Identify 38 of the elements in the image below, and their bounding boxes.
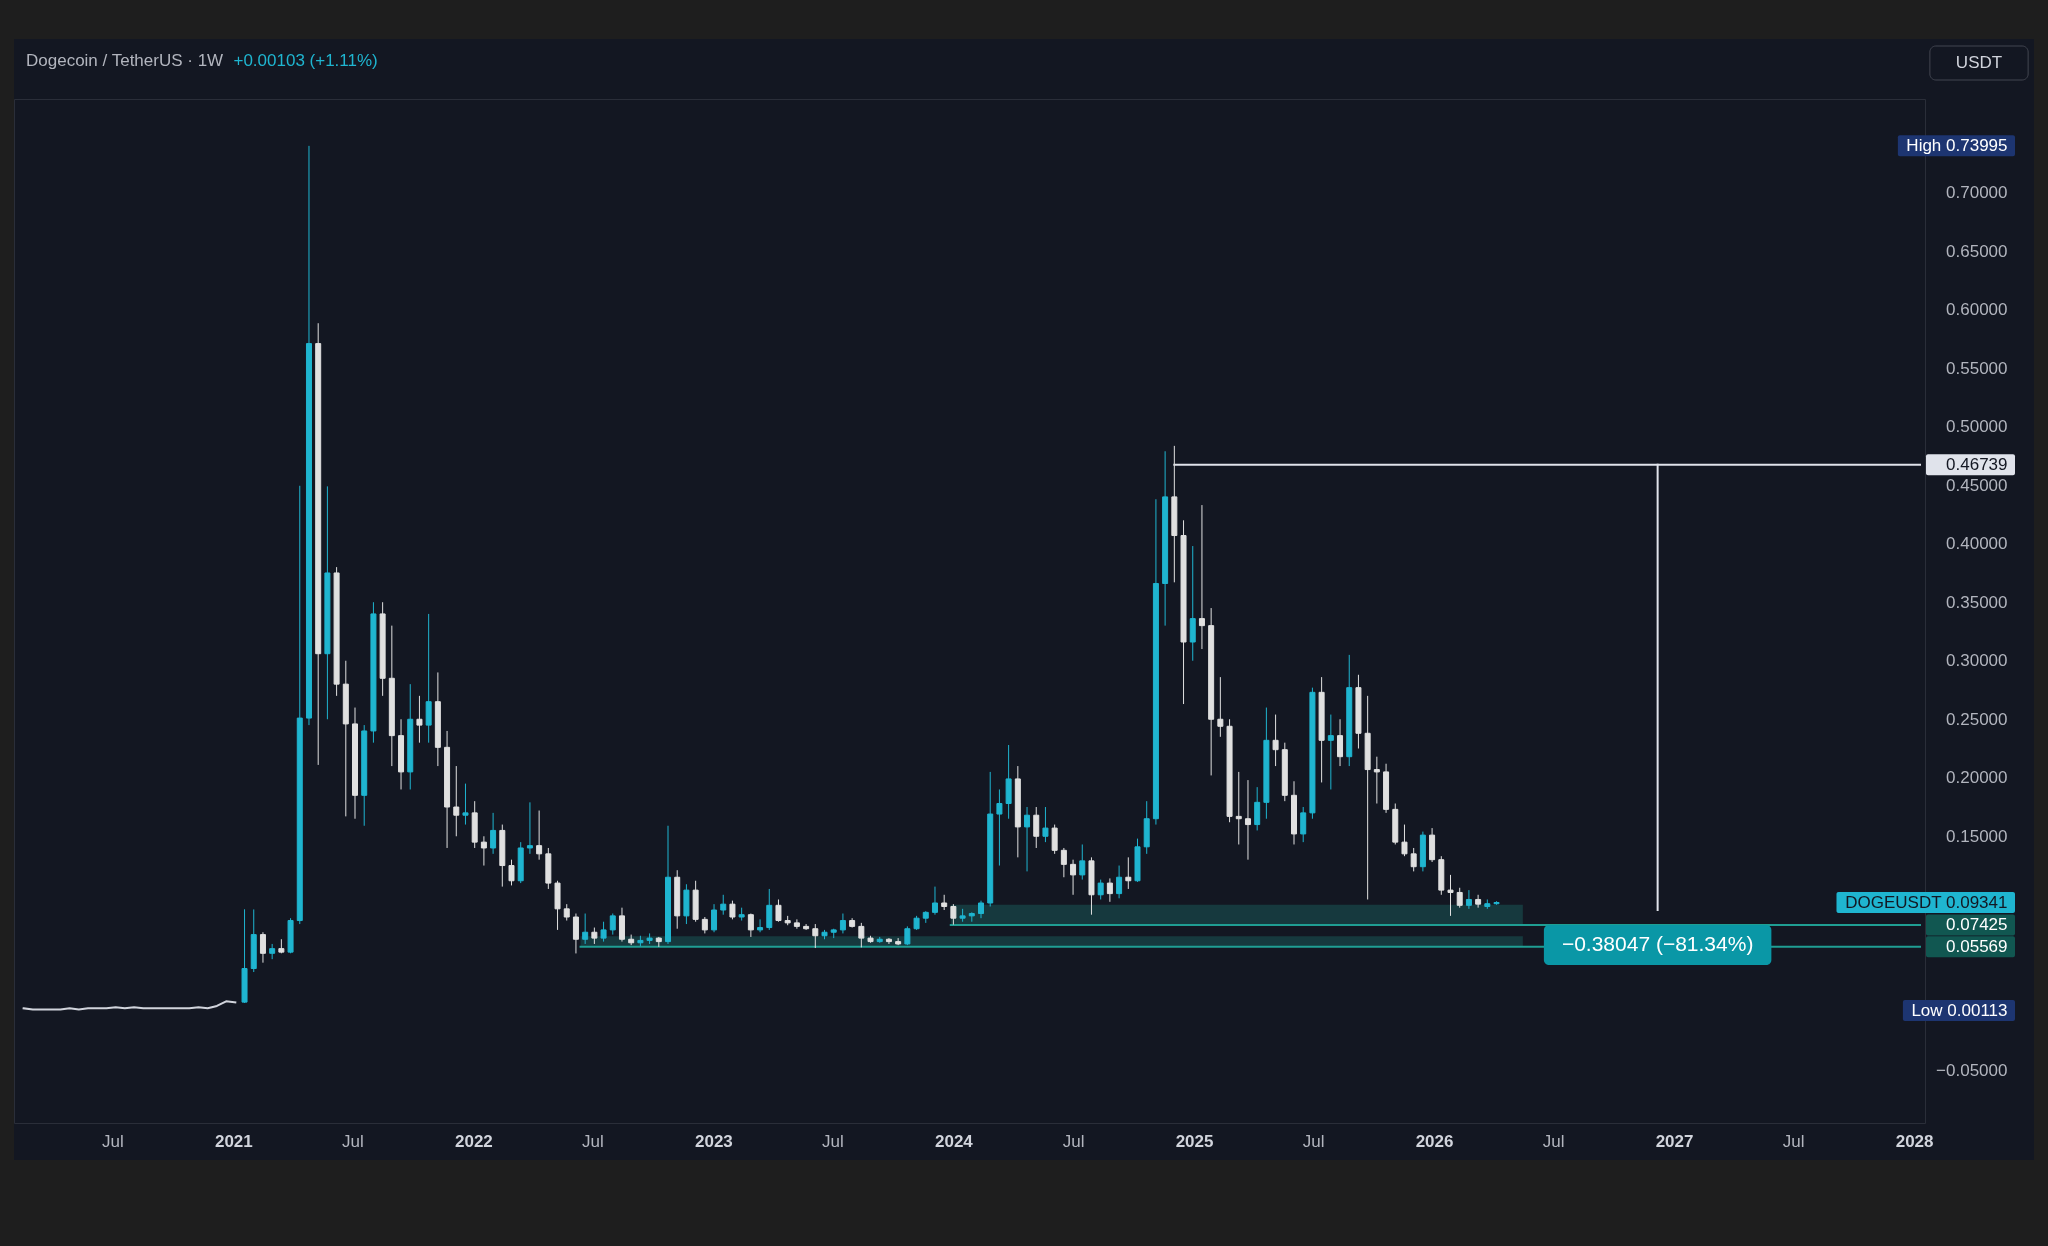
x-tick-label: Jul xyxy=(1782,1131,1805,1151)
y-tick-label: 0.50000 xyxy=(1946,417,2008,437)
y-tick-label: 0.25000 xyxy=(1946,709,2008,729)
y-tick-label: 0.60000 xyxy=(1946,300,2008,320)
y-tick-label: High 0.73995 xyxy=(1906,136,2008,156)
x-tick-label: Jul xyxy=(342,1131,364,1151)
x-tick-label: 2024 xyxy=(934,1131,974,1151)
y-tick-label: 0.20000 xyxy=(1946,768,2008,788)
y-tick-label: Low 0.00113 xyxy=(1911,1001,2008,1020)
y-tick-label: 0.30000 xyxy=(1946,651,2008,671)
x-tick-label: Jul xyxy=(822,1131,844,1151)
y-tick-label: 0.55000 xyxy=(1946,358,2008,378)
x-tick-label: 2025 xyxy=(1175,1131,1214,1151)
y-tick-label: 0.35000 xyxy=(1946,592,2008,612)
x-tick-label: Jul xyxy=(1302,1131,1325,1151)
x-tick-label: Jul xyxy=(1062,1131,1085,1151)
y-tick-label: 0.70000 xyxy=(1946,183,2008,203)
text: USDT xyxy=(1955,53,2003,72)
x-tick-label: 2021 xyxy=(214,1131,253,1151)
y-tick-label: 0.46739 xyxy=(1946,455,2008,475)
y-tick-label: 0.15000 xyxy=(1946,826,2008,846)
y-tick-label: 0.05569 xyxy=(1946,937,2008,957)
y-tick-label: 0.07425 xyxy=(1946,915,2008,935)
y-tick-label: −0.05000 xyxy=(1936,1060,2008,1080)
y-tick-label: 0.40000 xyxy=(1946,534,2008,554)
annotation: −0.38047 (−81.34%) xyxy=(1561,932,1754,956)
x-tick-label: 2028 xyxy=(1895,1131,1934,1151)
y-tick-label: 0.45000 xyxy=(1946,475,2008,495)
x-tick-label: 2023 xyxy=(694,1131,733,1151)
y-tick-label: 0.65000 xyxy=(1946,241,2008,261)
x-tick-label: 2027 xyxy=(1655,1131,1694,1151)
x-tick-label: 2026 xyxy=(1415,1131,1454,1151)
x-tick-label: Jul xyxy=(1542,1131,1565,1151)
x-tick-label: 2022 xyxy=(454,1131,493,1151)
chart-subtitle: +0.00103 (+1.11%) xyxy=(233,51,378,70)
chart-title: Dogecoin / TetherUS · 1W xyxy=(26,51,224,70)
x-tick-label: Jul xyxy=(582,1131,604,1151)
x-tick-label: Jul xyxy=(102,1131,124,1151)
